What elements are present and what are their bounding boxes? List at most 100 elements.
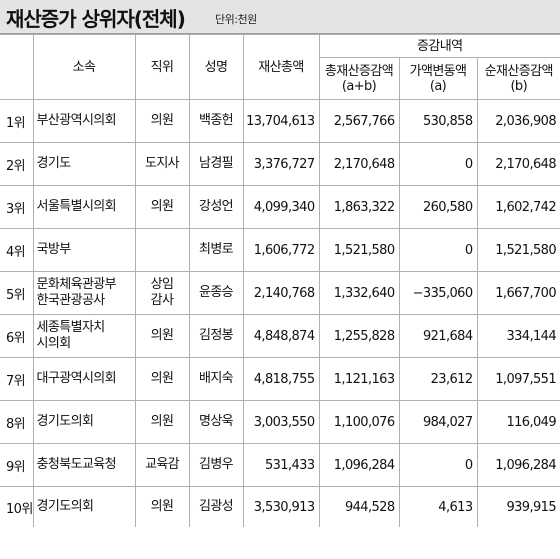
org-cell: 서울특별시의회 [32, 185, 136, 229]
org-cell: 경기도 [32, 142, 136, 186]
total-cell-line: 3,530,913 [253, 499, 315, 515]
page-title: 재산증가 상위자(전체) [6, 7, 186, 31]
name-cell-line: 남경필 [198, 156, 234, 171]
total-cell: 3,530,913 [242, 486, 320, 527]
net-change-cell-line: 939,915 [506, 499, 557, 515]
org-cell-line: 시의회 [36, 336, 72, 351]
rank-cell-line: 7위 [6, 373, 26, 389]
total-change-cell: 2,567,766 [318, 99, 400, 143]
header-price-change: 가액변동액 (a) [398, 57, 478, 100]
table-body: 1위 부산광역시의회 의원 백종헌 13,704,613 2,567,766 530,858… [0, 99, 560, 527]
header-net-change: 순재산증감액 (b) [476, 57, 560, 100]
name-cell-line: 최병로 [198, 242, 234, 257]
name-cell: 남경필 [188, 142, 244, 186]
price-change-cell: 984,027 [398, 400, 478, 444]
table-row: 8위 경기도의회 의원 명상욱 3,003,550 1,100,076 984,027 116… [0, 400, 560, 444]
position-cell-line: 의원 [150, 113, 174, 128]
net-change-cell-line: 1,097,551 [495, 371, 557, 387]
org-cell-line: 서울특별시의회 [36, 199, 117, 214]
total-cell: 531,433 [242, 443, 320, 487]
net-change-cell: 2,036,908 [476, 99, 560, 143]
total-cell: 4,848,874 [242, 314, 320, 358]
net-change-cell: 1,602,742 [476, 185, 560, 229]
total-cell-line: 3,003,550 [253, 414, 315, 430]
org-cell: 경기도의회 [32, 400, 136, 444]
total-cell: 3,003,550 [242, 400, 320, 444]
price-change-cell-line: 984,027 [422, 414, 473, 430]
net-change-cell: 2,170,648 [476, 142, 560, 186]
header-total-change-sub: (a+b) [341, 78, 377, 94]
position-cell-line: 도지사 [144, 156, 180, 171]
rank-cell-line: 3위 [6, 201, 26, 217]
org-cell: 충청북도교육청 [32, 443, 136, 487]
price-change-cell: −335,060 [398, 271, 478, 315]
net-change-cell-line: 2,170,648 [495, 156, 557, 172]
name-cell-line: 김광성 [198, 499, 234, 514]
position-cell: 의원 [134, 185, 190, 229]
org-cell: 문화체육관광부 한국관광공사 [32, 271, 136, 315]
rank-cell: 7위 [0, 357, 34, 401]
net-change-cell: 334,144 [476, 314, 560, 358]
position-cell-line: 상임 [150, 277, 174, 292]
name-cell: 김병우 [188, 443, 244, 487]
total-change-cell: 1,121,163 [318, 357, 400, 401]
name-cell: 김정봉 [188, 314, 244, 358]
org-cell-line: 부산광역시의회 [36, 113, 117, 128]
rank-cell-line: 6위 [6, 330, 26, 346]
org-cell: 국방부 [32, 228, 136, 272]
position-cell-line: 의원 [150, 414, 174, 429]
header-price-change-sub: (a) [429, 78, 447, 94]
rank-cell: 1위 [0, 99, 34, 143]
total-cell-line: 531,433 [264, 457, 315, 473]
header-position: 직위 [134, 34, 190, 100]
position-cell [134, 228, 190, 272]
total-cell: 4,818,755 [242, 357, 320, 401]
name-cell-line: 윤종승 [198, 285, 234, 300]
name-cell: 배지숙 [188, 357, 244, 401]
table-row: 6위 세종특별자치 시의회 의원 김정봉 4,848,874 1,255,828 921,68… [0, 314, 560, 358]
total-change-cell: 1,100,076 [318, 400, 400, 444]
position-cell-line: 의원 [150, 328, 174, 343]
rank-cell-line: 10위 [6, 501, 33, 517]
total-cell-line: 3,376,727 [253, 156, 315, 172]
org-cell-line: 국방부 [36, 242, 72, 257]
org-cell-line: 대구광역시의회 [36, 371, 117, 386]
total-change-cell-line: 1,096,284 [333, 457, 395, 473]
net-change-cell: 1,097,551 [476, 357, 560, 401]
position-cell: 의원 [134, 99, 190, 143]
total-change-cell-line: 1,255,828 [333, 328, 395, 344]
position-cell: 도지사 [134, 142, 190, 186]
price-change-cell-line: 0 [464, 457, 473, 473]
net-change-cell: 1,096,284 [476, 443, 560, 487]
rank-cell-line: 4위 [6, 244, 26, 260]
table-row: 4위 국방부 최병로 1,606,772 1,521,580 0 1,521,580 [0, 228, 560, 272]
org-cell-line: 경기도 [36, 156, 72, 171]
name-cell: 강성언 [188, 185, 244, 229]
org-cell: 부산광역시의회 [32, 99, 136, 143]
total-change-cell: 1,096,284 [318, 443, 400, 487]
total-change-cell: 1,332,640 [318, 271, 400, 315]
price-change-cell-line: 530,858 [422, 113, 473, 129]
table-row: 9위 충청북도교육청 교육감 김병우 531,433 1,096,284 0 1,096,28… [0, 443, 560, 487]
total-change-cell-line: 2,170,648 [333, 156, 395, 172]
table-row: 5위 문화체육관광부 한국관광공사 상임 감사 윤종승 2,140,768 1,332,640… [0, 271, 560, 315]
total-change-cell: 1,255,828 [318, 314, 400, 358]
price-change-cell: 0 [398, 142, 478, 186]
price-change-cell-line: 0 [464, 242, 473, 258]
org-cell-line: 경기도의회 [36, 499, 94, 514]
name-cell-line: 명상욱 [198, 414, 234, 429]
total-change-cell: 2,170,648 [318, 142, 400, 186]
header-total: 재산총액 [242, 34, 320, 100]
name-cell: 명상욱 [188, 400, 244, 444]
position-cell: 의원 [134, 400, 190, 444]
position-cell-line: 감사 [150, 293, 174, 308]
total-change-cell-line: 2,567,766 [333, 113, 395, 129]
rank-cell: 4위 [0, 228, 34, 272]
rank-cell: 10위 [0, 486, 34, 527]
rank-cell: 8위 [0, 400, 34, 444]
rank-cell: 3위 [0, 185, 34, 229]
price-change-cell-line: 260,580 [422, 199, 473, 215]
table-row: 1위 부산광역시의회 의원 백종헌 13,704,613 2,567,766 530,858… [0, 99, 560, 143]
net-change-cell: 116,049 [476, 400, 560, 444]
net-change-cell-line: 334,144 [506, 328, 557, 344]
